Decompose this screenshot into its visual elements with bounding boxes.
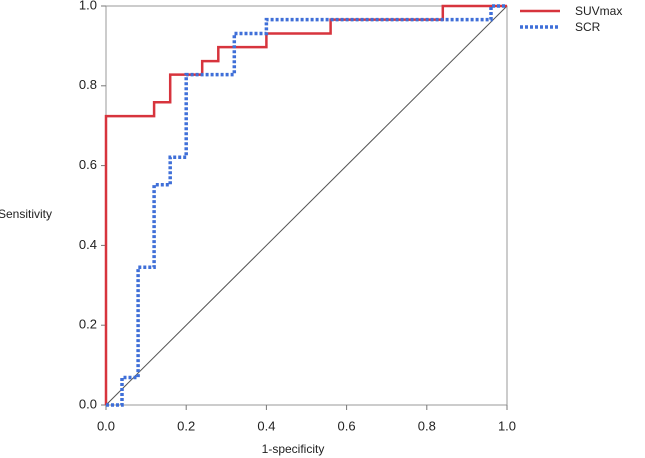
y-tick-label: 0.2 [79, 317, 97, 332]
roc-line [106, 4, 507, 407]
x-tick-label: 0.2 [177, 418, 195, 433]
x-axis-label: 1-specificity [262, 442, 325, 456]
x-tick-label: 0.6 [338, 418, 356, 433]
x-tick-label: 0.8 [418, 418, 436, 433]
y-tick-label: 0.4 [79, 237, 97, 252]
x-tick-label: 1.0 [498, 418, 516, 433]
reference-diagonal [105, 5, 508, 406]
x-tick-label: 0.4 [257, 418, 275, 433]
y-tick-label: 0.6 [79, 157, 97, 172]
x-tick-label: 0.0 [97, 418, 115, 433]
legend-label: SUVmax [575, 4, 622, 18]
y-tick-label: 0.8 [79, 77, 97, 92]
legend-label: SCR [575, 20, 601, 34]
y-axis-label: Sensitivity [0, 207, 52, 221]
y-tick-label: 0.0 [79, 396, 97, 411]
y-tick-label: 1.0 [79, 0, 97, 12]
